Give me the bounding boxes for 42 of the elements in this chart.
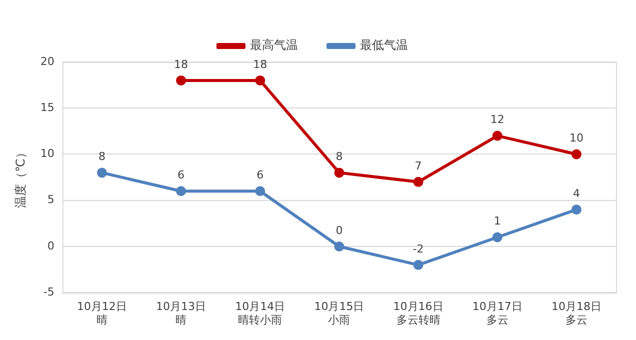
point xyxy=(571,204,582,215)
data-label: 1 xyxy=(494,214,501,228)
x-tick-label: 10月15日小雨 xyxy=(314,300,364,326)
x-tick-label: 10月12日晴 xyxy=(76,300,127,326)
y-axis-title: 温度（℃） xyxy=(13,146,28,208)
y-tick-label: 0 xyxy=(47,239,54,252)
y-tick-label: -5 xyxy=(43,285,54,298)
data-label: 6 xyxy=(178,168,185,182)
point xyxy=(255,186,266,196)
data-label: 7 xyxy=(414,159,422,172)
data-label: 8 xyxy=(98,150,106,164)
data-label: 18 xyxy=(174,58,188,71)
legend-label: 最高气温 xyxy=(250,38,298,52)
data-label: 0 xyxy=(336,224,343,237)
x-tick-label: 10月16日多云转晴 xyxy=(393,300,444,326)
point xyxy=(176,75,186,86)
data-label: 6 xyxy=(256,168,264,182)
data-label: 10 xyxy=(569,132,584,145)
data-label: -2 xyxy=(412,242,424,256)
y-tick-label: 10 xyxy=(40,147,54,160)
legend-label: 最低气温 xyxy=(360,38,408,52)
point xyxy=(413,260,424,270)
data-label: 8 xyxy=(336,150,343,164)
y-tick-label: 5 xyxy=(47,193,54,206)
point xyxy=(255,75,266,86)
data-label: 18 xyxy=(253,58,268,71)
point xyxy=(413,176,424,187)
point xyxy=(571,149,582,160)
x-tick-label: 10月17日多云 xyxy=(472,300,522,326)
point xyxy=(492,232,502,242)
point xyxy=(334,241,344,252)
x-tick-label: 10月13日晴 xyxy=(156,300,206,326)
y-tick-label: 15 xyxy=(40,100,54,114)
x-tick-label: 10月14日晴转小雨 xyxy=(235,300,286,326)
point xyxy=(96,168,107,178)
x-tick-label: 10月18日多云 xyxy=(551,300,602,326)
data-label: 12 xyxy=(490,113,504,126)
point xyxy=(176,186,186,196)
point xyxy=(334,168,344,178)
data-label: 4 xyxy=(572,186,580,200)
y-tick-label: 20 xyxy=(40,54,54,68)
point xyxy=(492,130,502,141)
